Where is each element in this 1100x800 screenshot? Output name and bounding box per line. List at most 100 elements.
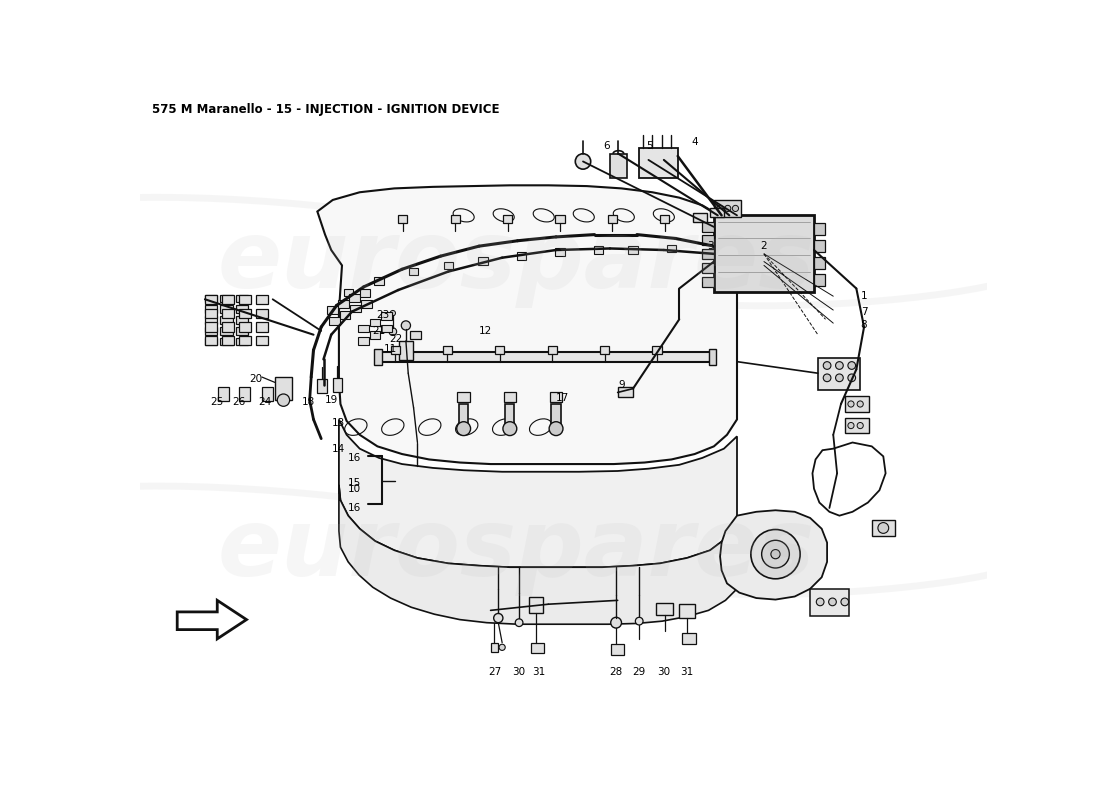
- Circle shape: [499, 644, 505, 650]
- Circle shape: [751, 530, 800, 578]
- Bar: [667, 245, 676, 252]
- Text: 30: 30: [658, 667, 670, 677]
- Circle shape: [636, 618, 644, 625]
- Bar: [205, 336, 218, 346]
- Circle shape: [848, 362, 856, 370]
- Bar: [361, 300, 372, 308]
- Bar: [548, 346, 557, 354]
- Bar: [628, 246, 638, 254]
- Bar: [255, 309, 268, 318]
- Circle shape: [848, 374, 856, 382]
- Text: 8: 8: [860, 321, 868, 330]
- Circle shape: [733, 206, 738, 211]
- Circle shape: [390, 310, 396, 316]
- Bar: [818, 358, 860, 390]
- Circle shape: [549, 422, 563, 435]
- Bar: [328, 306, 338, 314]
- Bar: [374, 350, 382, 365]
- Bar: [495, 346, 505, 354]
- Circle shape: [848, 401, 854, 407]
- Circle shape: [823, 374, 830, 382]
- Bar: [205, 322, 218, 332]
- Text: 16: 16: [348, 503, 361, 513]
- Text: eurospares: eurospares: [218, 215, 815, 307]
- Text: 25: 25: [210, 398, 224, 407]
- Bar: [551, 404, 561, 426]
- Bar: [205, 294, 218, 302]
- Circle shape: [878, 522, 889, 534]
- Bar: [235, 316, 249, 324]
- Circle shape: [456, 422, 471, 435]
- Bar: [239, 322, 251, 332]
- Circle shape: [836, 362, 844, 370]
- Bar: [814, 223, 825, 235]
- Bar: [239, 294, 251, 304]
- Text: 18: 18: [301, 398, 315, 407]
- Bar: [550, 393, 562, 402]
- Circle shape: [717, 206, 723, 211]
- Circle shape: [842, 598, 849, 606]
- Bar: [714, 215, 814, 292]
- Bar: [239, 336, 251, 346]
- Bar: [702, 222, 714, 231]
- Bar: [349, 294, 360, 302]
- Circle shape: [389, 328, 397, 335]
- Bar: [845, 396, 869, 412]
- Text: 19: 19: [324, 395, 338, 405]
- Bar: [702, 250, 714, 259]
- Bar: [398, 215, 407, 223]
- Circle shape: [515, 619, 522, 626]
- Bar: [556, 249, 564, 256]
- Circle shape: [857, 422, 864, 429]
- Bar: [459, 404, 469, 426]
- Text: eurospares: eurospares: [218, 504, 815, 596]
- Bar: [531, 642, 543, 654]
- Bar: [359, 325, 369, 332]
- Bar: [652, 346, 661, 354]
- Bar: [693, 213, 707, 222]
- Text: 26: 26: [232, 398, 245, 407]
- Bar: [222, 294, 234, 304]
- Bar: [871, 519, 895, 537]
- Bar: [814, 240, 825, 252]
- Text: 5: 5: [647, 141, 653, 151]
- Text: 3: 3: [706, 241, 714, 251]
- Bar: [222, 309, 234, 318]
- Text: 14: 14: [332, 444, 345, 454]
- Bar: [205, 338, 218, 346]
- Bar: [680, 604, 695, 618]
- Bar: [382, 325, 392, 332]
- Bar: [639, 148, 678, 178]
- Circle shape: [402, 321, 410, 330]
- Bar: [359, 337, 369, 345]
- Polygon shape: [318, 186, 737, 464]
- Text: 21: 21: [372, 326, 386, 336]
- Bar: [458, 393, 470, 402]
- Bar: [451, 215, 460, 223]
- Bar: [329, 317, 340, 325]
- Circle shape: [771, 550, 780, 558]
- Text: 9: 9: [618, 380, 625, 390]
- Bar: [351, 305, 361, 312]
- Bar: [220, 316, 232, 324]
- Bar: [556, 215, 564, 223]
- Bar: [409, 331, 420, 338]
- Bar: [205, 327, 218, 334]
- Bar: [660, 215, 669, 223]
- Bar: [517, 252, 526, 260]
- Bar: [609, 154, 627, 178]
- Bar: [220, 327, 232, 334]
- Circle shape: [503, 422, 517, 435]
- Bar: [370, 318, 381, 326]
- Bar: [275, 377, 292, 400]
- Bar: [600, 346, 609, 354]
- Bar: [814, 274, 825, 286]
- Text: 2: 2: [760, 241, 768, 251]
- Bar: [492, 642, 498, 652]
- Bar: [222, 336, 234, 346]
- Bar: [374, 277, 384, 285]
- Bar: [503, 215, 513, 223]
- Text: 20: 20: [250, 374, 262, 384]
- Circle shape: [610, 618, 621, 628]
- Bar: [478, 257, 487, 265]
